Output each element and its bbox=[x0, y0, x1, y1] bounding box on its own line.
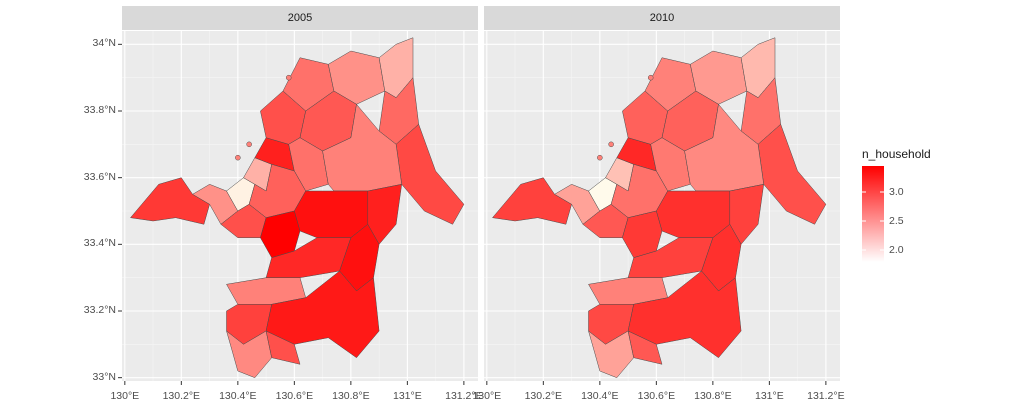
region-omuta-2005 bbox=[226, 330, 272, 378]
x-tick-label: 130.6°E bbox=[275, 390, 314, 402]
island bbox=[246, 141, 252, 148]
facet-strip-2005: 2005 bbox=[122, 6, 478, 30]
x-tick-label: 130°E bbox=[472, 390, 502, 402]
y-tick-label: 33.6°N bbox=[83, 170, 116, 183]
facet-strip-2010: 2010 bbox=[484, 6, 840, 30]
y-tick-label: 33.2°N bbox=[83, 304, 116, 316]
island bbox=[647, 74, 654, 81]
region-buzen-2005 bbox=[395, 123, 465, 225]
legend-colorbar bbox=[862, 166, 884, 262]
x-tick-label: 130.2°E bbox=[524, 390, 563, 402]
facet-label-2010: 2010 bbox=[649, 12, 675, 24]
y-tick-label: 33°N bbox=[92, 370, 116, 383]
legend-label-2.5: 2.5 bbox=[889, 215, 904, 227]
x-tick-label: 130°E bbox=[110, 390, 140, 402]
x-tick-label: 130.4°E bbox=[219, 390, 257, 402]
x-tick-label: 130.8°E bbox=[332, 390, 370, 402]
region-asakura-2005 bbox=[294, 190, 369, 238]
region-west-itoshima-2005 bbox=[130, 177, 210, 225]
region-buzen-2010 bbox=[757, 123, 827, 225]
x-tick-label: 130.2°E bbox=[162, 390, 201, 402]
island bbox=[597, 154, 603, 161]
facet-label-2005: 2005 bbox=[287, 12, 313, 24]
x-tick-label: 130.8°E bbox=[694, 390, 732, 402]
y-tick-label: 34°N bbox=[92, 37, 116, 50]
legend-label-3.0: 3.0 bbox=[889, 186, 904, 198]
region-miyama-2010 bbox=[627, 330, 663, 365]
region-asakura-e-2010 bbox=[729, 183, 764, 245]
island bbox=[608, 141, 614, 148]
x-tick-label: 131.2°E bbox=[807, 390, 845, 402]
y-tick-label: 33.4°N bbox=[83, 237, 116, 250]
island bbox=[235, 154, 241, 161]
x-tick-label: 131.2°E bbox=[445, 390, 483, 402]
region-miyama-2005 bbox=[265, 330, 301, 365]
region-omuta-2010 bbox=[588, 330, 634, 378]
x-tick-label: 130.6°E bbox=[637, 390, 676, 402]
x-tick-label: 131°E bbox=[392, 390, 422, 402]
y-tick-label: 33.8°N bbox=[83, 104, 116, 116]
region-asakura-2010 bbox=[656, 190, 731, 238]
island bbox=[285, 74, 292, 81]
legend-title: n_household bbox=[862, 147, 931, 161]
x-tick-label: 130.4°E bbox=[581, 390, 619, 402]
region-tagawa-2010 bbox=[684, 103, 764, 192]
legend-label-2.0: 2.0 bbox=[889, 244, 904, 256]
region-asakura-e-2005 bbox=[367, 183, 402, 245]
region-tagawa-2005 bbox=[322, 103, 402, 192]
x-tick-label: 131°E bbox=[754, 390, 784, 402]
region-west-itoshima-2010 bbox=[492, 177, 572, 225]
